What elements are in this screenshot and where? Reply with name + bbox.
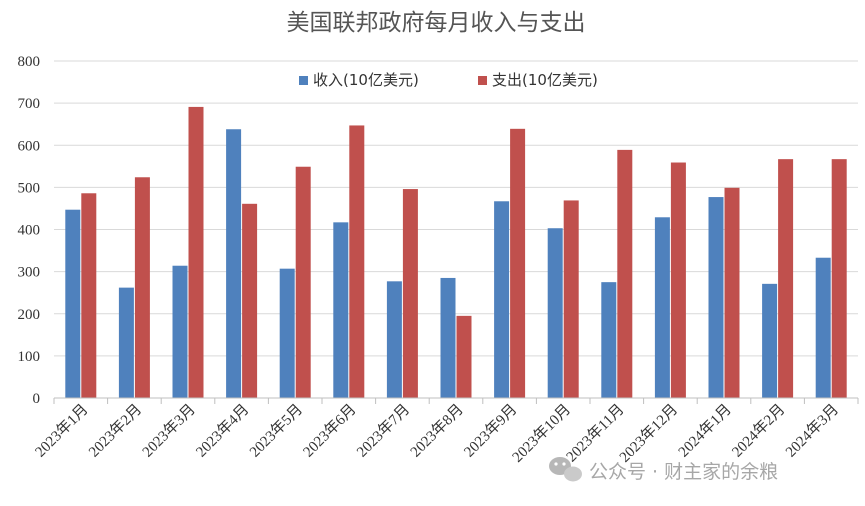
x-axis <box>53 397 859 404</box>
x-tick-label: 2024年3月 <box>782 401 842 461</box>
revenue-bar <box>65 209 81 398</box>
x-tick-label: 2024年2月 <box>729 401 789 461</box>
x-tick-label: 2023年5月 <box>246 401 306 461</box>
x-tick-label: 2023年2月 <box>85 401 145 461</box>
expense-bar <box>402 189 418 398</box>
y-tick-label: 600 <box>18 138 41 154</box>
expense-bar <box>617 149 633 398</box>
legend-label-expense: 支出(10亿美元) <box>492 71 598 89</box>
x-tick-label: 2023年12月 <box>616 401 681 466</box>
revenue-bar <box>440 277 456 398</box>
bars <box>65 106 847 399</box>
revenue-bar <box>333 222 349 398</box>
expense-bar <box>670 162 686 398</box>
revenue-bar <box>118 287 134 398</box>
y-tick-label: 300 <box>18 265 41 281</box>
x-tick-label: 2024年1月 <box>675 401 735 461</box>
watermark-text: 公众号 · 财主家的余粮 <box>589 461 778 483</box>
revenue-bar <box>601 282 617 398</box>
x-tick-label: 2023年1月 <box>32 401 92 461</box>
revenue-bar <box>547 228 563 398</box>
expense-bar <box>295 166 311 398</box>
grid-lines <box>54 60 858 357</box>
expense-bar <box>81 193 97 398</box>
revenue-bar <box>762 283 778 398</box>
y-tick-label: 500 <box>18 180 41 196</box>
expense-bar <box>831 159 847 398</box>
expense-bar <box>242 203 258 398</box>
x-tick-label: 2023年7月 <box>353 401 413 461</box>
revenue-bar <box>226 129 242 398</box>
y-tick-label: 0 <box>33 391 41 407</box>
x-tick-label: 2023年4月 <box>193 401 253 461</box>
legend-swatch-revenue <box>299 76 308 85</box>
chart-title: 美国联邦政府每月收入与支出 <box>287 10 586 36</box>
legend: 收入(10亿美元) 支出(10亿美元) <box>299 71 598 89</box>
y-axis-ticks: 0 100 200 300 400 500 600 700 800 <box>18 54 41 407</box>
x-tick-label: 2023年3月 <box>139 401 199 461</box>
y-tick-label: 800 <box>18 54 41 70</box>
expense-bar <box>349 125 365 399</box>
x-axis-ticks: 2023年1月2023年2月2023年3月2023年4月2023年5月2023年… <box>32 401 842 466</box>
x-tick-label: 2023年8月 <box>407 401 467 461</box>
expense-bar <box>563 200 579 398</box>
expense-bar <box>134 177 150 398</box>
revenue-bar <box>386 281 402 398</box>
revenue-bar <box>172 265 188 398</box>
legend-label-revenue: 收入(10亿美元) <box>313 71 419 89</box>
y-tick-label: 200 <box>18 307 41 323</box>
revenue-bar <box>815 257 831 398</box>
expense-bar <box>724 187 740 398</box>
expense-bar <box>778 159 794 398</box>
y-tick-label: 100 <box>18 349 41 365</box>
watermark: 公众号 · 财主家的余粮 <box>549 457 778 483</box>
legend-swatch-expense <box>478 76 487 85</box>
expense-bar <box>188 106 204 398</box>
x-tick-label: 2023年6月 <box>300 401 360 461</box>
revenue-bar <box>279 268 295 398</box>
expense-bar <box>456 315 472 398</box>
revenue-bar <box>654 217 670 398</box>
revenue-bar <box>494 201 510 398</box>
y-tick-label: 700 <box>18 96 41 112</box>
expense-bar <box>510 128 526 399</box>
revenue-bar <box>708 197 724 398</box>
wechat-icon <box>549 457 582 482</box>
y-tick-label: 400 <box>18 223 41 239</box>
